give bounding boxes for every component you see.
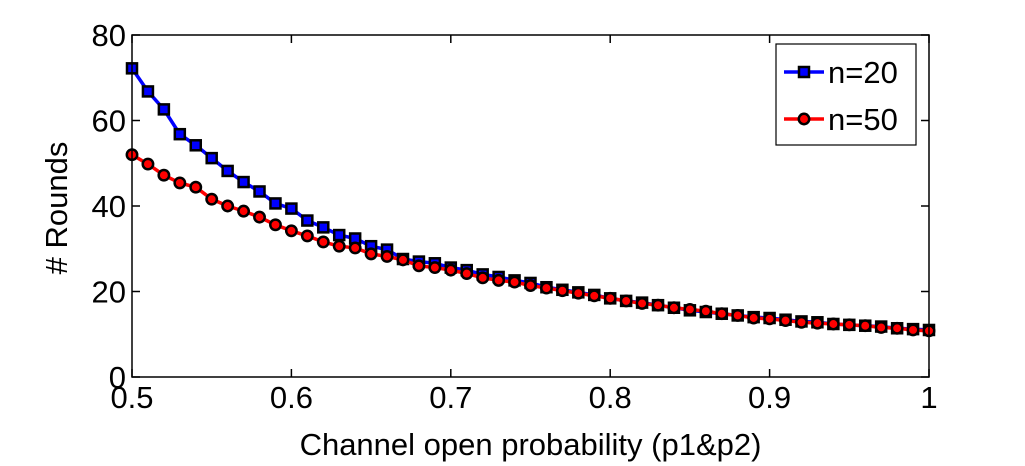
legend: n=20 n=50 (775, 43, 917, 146)
data-point-n50 (141, 157, 155, 171)
data-point-n20 (317, 221, 330, 234)
data-point-n20 (173, 127, 187, 141)
data-point-n50 (539, 281, 553, 295)
data-point-n50 (524, 279, 537, 292)
axes (131, 34, 930, 378)
data-point-n50 (667, 301, 681, 315)
legend-label-n50: n=50 (828, 102, 898, 137)
data-point-n50 (587, 289, 601, 303)
data-point-n50 (619, 294, 633, 308)
data-point-n50 (173, 176, 187, 190)
data-point-n50 (699, 304, 713, 318)
data-point-n20 (205, 151, 218, 165)
data-point-n50 (253, 210, 266, 224)
data-point-n50 (906, 323, 920, 337)
data-point-n50 (635, 297, 649, 310)
tick-labels: 0.5 0.6 0.7 0.8 0.9 1 0 20 40 60 80 (92, 18, 938, 415)
data-point-n50 (651, 298, 665, 312)
data-point-n50 (810, 316, 824, 330)
data-point-n50 (380, 249, 394, 263)
data-point-n50 (874, 320, 888, 334)
data-point-n50 (683, 303, 697, 316)
data-point-n20 (285, 202, 298, 215)
y-axis-title: # Rounds (39, 142, 74, 275)
data-point-n50 (205, 192, 219, 206)
data-point-n50 (842, 318, 856, 332)
data-point-n50 (428, 261, 442, 275)
y-tick-label: 80 (92, 18, 126, 53)
x-tick-label: 0.5 (110, 380, 153, 415)
data-point-n50 (715, 307, 729, 321)
data-point-n20 (189, 139, 203, 152)
data-point-n50 (731, 308, 745, 322)
data-point-n20 (221, 164, 234, 178)
legend-marker-n20 (797, 65, 811, 79)
y-tick-label: 20 (92, 275, 126, 310)
data-point-n50 (221, 199, 235, 213)
x-axis-title: Channel open probability (p1&p2) (300, 427, 762, 462)
data-point-n50 (476, 271, 490, 285)
data-point-n50 (316, 235, 330, 249)
data-point-n20 (301, 214, 314, 227)
data-point-n50 (237, 204, 251, 218)
data-point-n50 (747, 311, 761, 325)
legend-label-n20: n=20 (828, 55, 898, 90)
data-point-n50 (763, 312, 777, 326)
x-tick-label: 0.7 (429, 380, 472, 415)
data-point-n50 (508, 275, 522, 289)
data-point-n20 (157, 103, 171, 116)
data-point-n50 (571, 286, 585, 300)
data-point-n50 (858, 319, 872, 333)
data-point-n20 (332, 228, 346, 242)
legend-marker-n50 (797, 112, 811, 126)
data-point-n50 (348, 241, 362, 255)
data-point-n50 (332, 239, 346, 253)
data-point-n50 (364, 247, 378, 261)
data-point-n50 (189, 180, 203, 194)
data-point-n50 (555, 284, 569, 298)
data-point-n20 (237, 175, 250, 189)
data-point-n50 (492, 273, 506, 287)
data-point-n20 (269, 197, 282, 210)
legend-box (775, 43, 917, 146)
y-tick-label: 40 (92, 189, 126, 224)
data-point-n50 (284, 224, 298, 238)
data-point-n50 (300, 229, 314, 243)
data-point-n50 (890, 321, 904, 335)
x-tick-label: 0.6 (270, 380, 313, 415)
data-point-n50 (603, 291, 617, 305)
series-layer (125, 62, 936, 338)
data-point-n50 (779, 314, 792, 328)
data-point-n50 (795, 315, 808, 329)
data-point-n50 (157, 168, 171, 182)
data-point-n20 (253, 185, 266, 198)
y-tick-label: 0 (109, 360, 126, 395)
y-tick-label: 60 (92, 104, 126, 139)
x-tick-label: 1 (920, 380, 937, 415)
data-point-n50 (444, 263, 458, 277)
x-tick-label: 0.9 (748, 380, 791, 415)
data-point-n50 (460, 267, 474, 280)
data-point-n50 (396, 253, 410, 267)
data-point-n50 (826, 317, 840, 331)
x-tick-label: 0.8 (589, 380, 632, 415)
data-point-n20 (141, 85, 155, 98)
data-point-n50 (269, 218, 282, 232)
data-point-n50 (412, 259, 426, 273)
